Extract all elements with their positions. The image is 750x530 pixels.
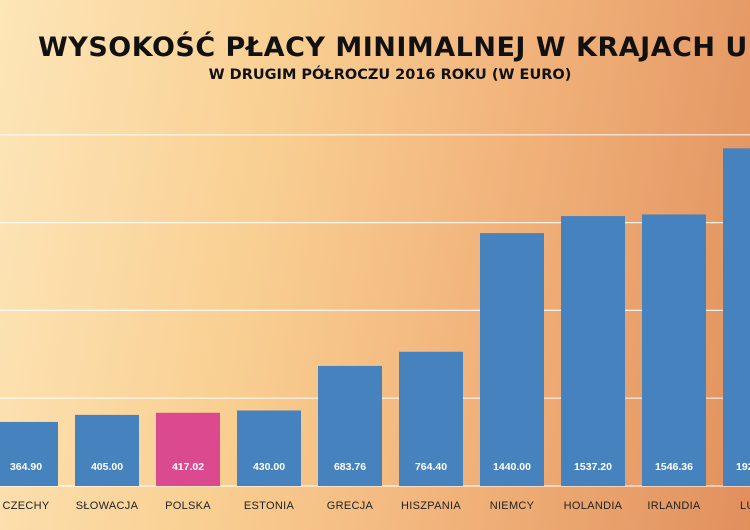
value-labels: 364.90 405.00 417.02 430.00 683.76 764.40 1440… [10, 461, 750, 473]
bars [0, 148, 750, 487]
bar-value-label: 405.00 [91, 461, 123, 473]
bar-estonia [237, 410, 301, 486]
category-label: LUKS [740, 500, 750, 512]
category-label: NIEMCY [490, 500, 535, 512]
bar-value-label: 1546.36 [655, 461, 693, 473]
bar-polska [156, 412, 220, 486]
bar-value-label: 430.00 [253, 461, 285, 473]
bar-niemcy [480, 233, 544, 486]
bar-hiszpania [399, 351, 463, 486]
bar-value-label: 417.02 [172, 461, 204, 473]
category-label: HOLANDIA [564, 500, 623, 512]
category-label: POLSKA [165, 500, 211, 512]
bar-holandia [561, 216, 625, 486]
bar-value-label: 364.90 [10, 461, 42, 473]
category-label: GRECJA [327, 500, 374, 512]
chart-subtitle: W DRUGIM PÓŁROCZU 2016 ROKU (W EURO) [208, 67, 572, 83]
bar-value-label: 1922.96 [736, 461, 750, 473]
category-label: CZECHY [2, 500, 49, 512]
chart-title: WYSOKOŚĆ PŁACY MINIMALNEJ W KRAJACH UE [38, 32, 750, 63]
bar-grecja [318, 365, 382, 486]
bar-luks [723, 148, 750, 486]
bar-irlandia [642, 214, 706, 487]
category-labels: CZECHY SŁOWACJA POLSKA ESTONIA GRECJA HISZPAN… [2, 500, 750, 512]
bar-value-label: 1537.20 [574, 461, 612, 473]
bar-słowacja [75, 414, 139, 486]
category-label: HISZPANIA [401, 500, 461, 512]
category-label: IRLANDIA [647, 500, 700, 512]
bar-value-label: 1440.00 [493, 461, 531, 473]
category-label: ESTONIA [244, 500, 295, 512]
bar-czechy [0, 421, 58, 486]
category-label: SŁOWACJA [76, 500, 139, 512]
bar-value-label: 683.76 [334, 461, 366, 473]
bar-value-label: 764.40 [415, 461, 447, 473]
